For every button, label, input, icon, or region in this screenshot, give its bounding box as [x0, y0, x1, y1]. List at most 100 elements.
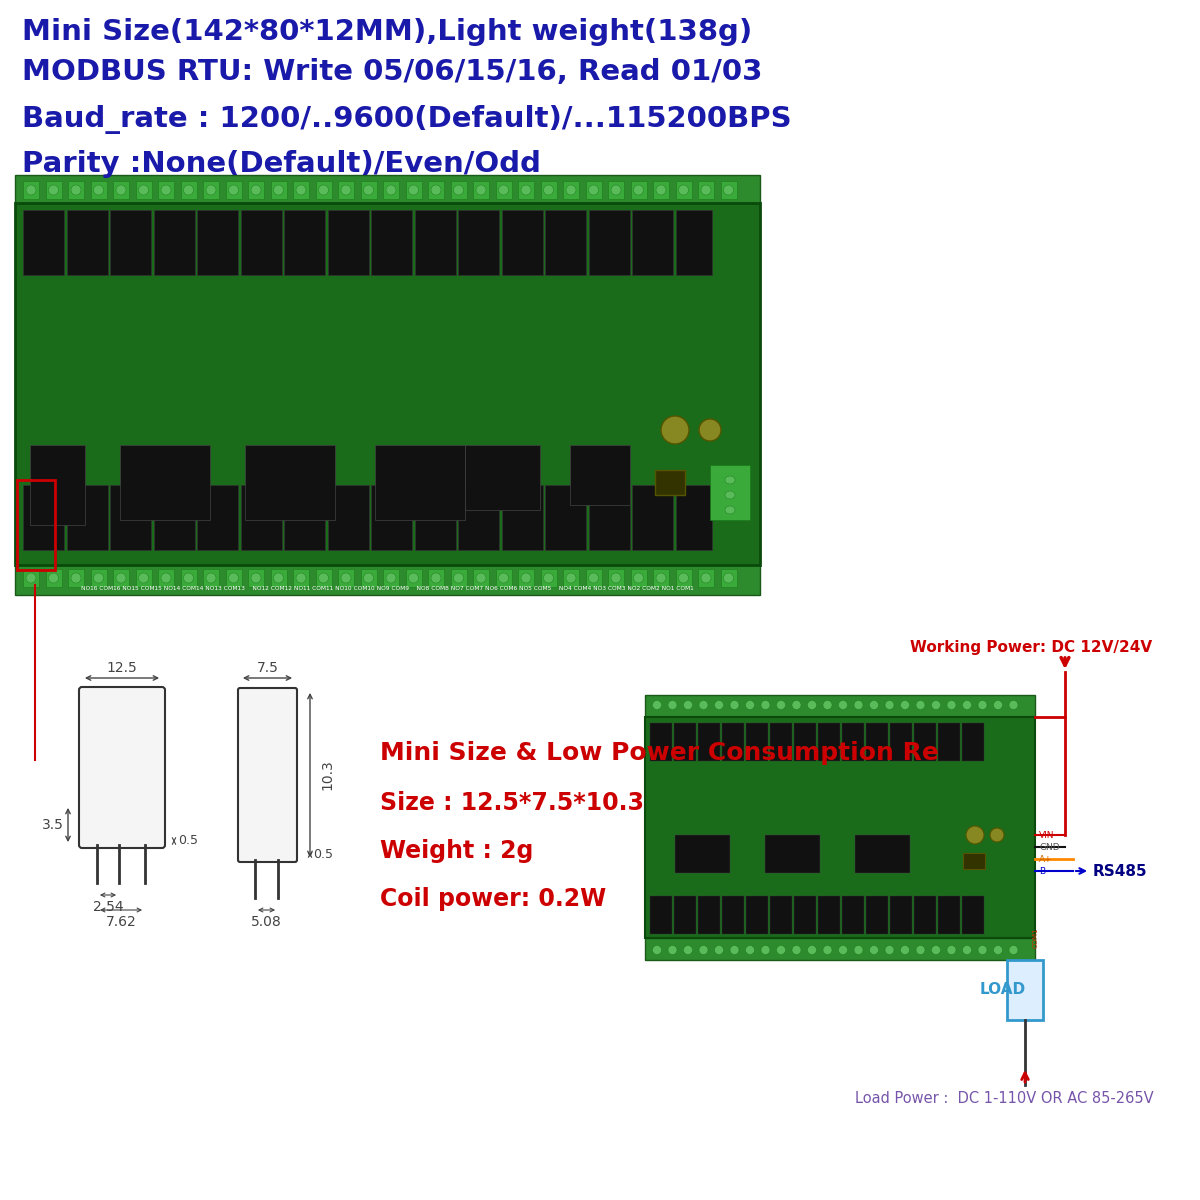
Bar [180, 569, 197, 587]
Bar [794, 722, 816, 761]
Bar [655, 470, 685, 494]
Bar [406, 181, 421, 199]
Bar [586, 181, 601, 199]
Ellipse shape [611, 185, 622, 194]
Ellipse shape [668, 701, 677, 709]
Ellipse shape [730, 701, 739, 709]
Ellipse shape [206, 572, 216, 583]
Bar [226, 569, 241, 587]
Ellipse shape [916, 701, 925, 709]
Ellipse shape [296, 185, 306, 194]
Ellipse shape [521, 572, 530, 583]
Bar [30, 445, 85, 526]
Bar [197, 485, 238, 550]
Bar [698, 722, 720, 761]
Bar [371, 485, 412, 550]
Ellipse shape [962, 701, 972, 709]
Bar [586, 569, 601, 587]
Ellipse shape [274, 185, 283, 194]
Bar [502, 210, 542, 275]
Ellipse shape [161, 185, 172, 194]
Bar [766, 835, 820, 874]
Text: Coil power: 0.2W: Coil power: 0.2W [380, 887, 606, 911]
Bar [17, 480, 55, 570]
Ellipse shape [931, 701, 941, 709]
Bar [284, 210, 325, 275]
Text: VIN: VIN [1039, 830, 1055, 840]
Bar [374, 445, 466, 520]
Ellipse shape [26, 572, 36, 583]
Bar [632, 485, 673, 550]
Bar [66, 485, 108, 550]
Ellipse shape [318, 572, 329, 583]
Bar [180, 181, 197, 199]
Bar [540, 181, 557, 199]
Bar [360, 569, 377, 587]
Bar [270, 181, 287, 199]
Bar [653, 569, 670, 587]
Bar [770, 722, 792, 761]
Ellipse shape [854, 701, 863, 709]
Bar [962, 896, 984, 934]
Ellipse shape [161, 572, 172, 583]
Ellipse shape [886, 701, 894, 709]
Text: NO16 COM16 NO15 COM15 NO14 COM14 NO13 COM13    NO12 COM12 NO11 COM11 NO10 COM10 : NO16 COM16 NO15 COM15 NO14 COM14 NO13 CO… [80, 586, 694, 590]
Ellipse shape [684, 701, 692, 709]
Ellipse shape [498, 185, 509, 194]
Ellipse shape [698, 701, 708, 709]
Ellipse shape [823, 701, 832, 709]
Bar [120, 445, 210, 520]
Bar [113, 569, 130, 587]
Bar [630, 569, 647, 587]
Ellipse shape [228, 185, 239, 194]
Bar [428, 569, 444, 587]
Bar [293, 181, 310, 199]
Ellipse shape [854, 946, 863, 954]
Bar [674, 722, 696, 761]
Text: 7.5: 7.5 [257, 661, 278, 674]
Text: Weight : 2g: Weight : 2g [380, 839, 533, 863]
Bar [473, 181, 490, 199]
Bar [248, 569, 264, 587]
Bar [938, 722, 960, 761]
Text: A+: A+ [1039, 854, 1052, 864]
Ellipse shape [916, 946, 925, 954]
Ellipse shape [792, 701, 802, 709]
Bar [720, 181, 737, 199]
Bar [630, 181, 647, 199]
Text: Parity :None(Default)/Even/Odd: Parity :None(Default)/Even/Odd [22, 150, 541, 178]
Ellipse shape [978, 701, 986, 709]
Bar [722, 896, 744, 934]
Bar [842, 896, 864, 934]
Bar [338, 569, 354, 587]
Ellipse shape [724, 185, 733, 194]
Bar [14, 175, 760, 203]
Text: 0.5: 0.5 [313, 848, 334, 862]
Bar [383, 181, 398, 199]
Ellipse shape [476, 185, 486, 194]
Bar [46, 181, 61, 199]
Ellipse shape [251, 185, 262, 194]
Text: Baud_rate : 1200/..9600(Default)/...115200BPS: Baud_rate : 1200/..9600(Default)/...1152… [22, 104, 792, 134]
Text: RS485: RS485 [1093, 864, 1147, 878]
Text: Mini Size(142*80*12MM),Light weight(138g): Mini Size(142*80*12MM),Light weight(138g… [22, 18, 752, 46]
Ellipse shape [725, 476, 734, 484]
Bar [962, 722, 984, 761]
Bar [14, 565, 760, 595]
Text: Load Power :  DC 1-110V OR AC 85-265V: Load Power : DC 1-110V OR AC 85-265V [854, 1091, 1153, 1106]
Bar [197, 210, 238, 275]
Bar [158, 569, 174, 587]
Bar [203, 569, 220, 587]
Ellipse shape [454, 185, 463, 194]
Bar [466, 445, 540, 510]
Ellipse shape [116, 572, 126, 583]
Ellipse shape [994, 701, 1002, 709]
Ellipse shape [206, 185, 216, 194]
Bar [518, 181, 534, 199]
Ellipse shape [678, 572, 689, 583]
Ellipse shape [808, 701, 816, 709]
Bar [563, 569, 580, 587]
Text: Working Power: DC 12V/24V: Working Power: DC 12V/24V [910, 640, 1152, 655]
Bar [23, 569, 38, 587]
Bar [136, 181, 151, 199]
